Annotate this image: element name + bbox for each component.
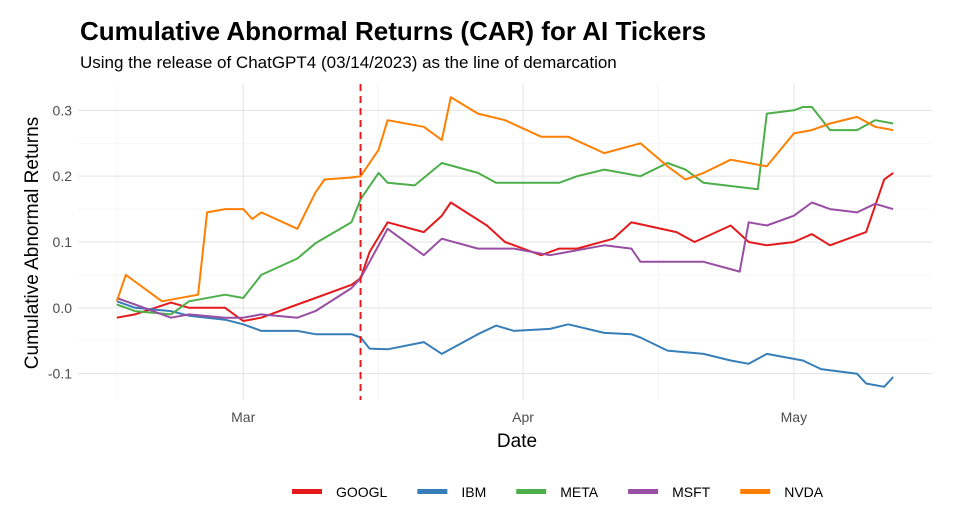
legend-label-meta: META <box>560 484 599 500</box>
series-line-msft <box>116 201 894 319</box>
x-tick-label: May <box>781 409 807 425</box>
y-tick-label: 0.1 <box>53 234 73 250</box>
legend: GOOGL IBM META MSFT NVDA <box>292 484 824 500</box>
legend-label-googl: GOOGL <box>336 484 388 500</box>
y-tick-label: 0.0 <box>53 300 73 316</box>
y-tick-label: -0.1 <box>48 366 72 382</box>
legend-label-ibm: IBM <box>461 484 486 500</box>
legend-key-msft <box>628 489 659 494</box>
x-tick-label: Apr <box>512 409 534 425</box>
x-axis-title: Date <box>497 431 537 452</box>
chart-title: Cumulative Abnormal Returns (CAR) for AI… <box>80 16 707 46</box>
legend-label-msft: MSFT <box>672 484 711 500</box>
series-line-googl <box>116 172 894 322</box>
series-line-meta <box>116 106 894 316</box>
x-tick-label: Mar <box>231 409 255 425</box>
legend-key-meta <box>516 489 547 494</box>
y-tick-label: 0.3 <box>53 102 73 118</box>
legend-key-nvda <box>740 489 771 494</box>
series-lines <box>115 96 894 388</box>
y-tick-labels: -0.1 0.0 0.1 0.2 0.3 <box>48 102 72 381</box>
series-line-ibm <box>116 300 894 388</box>
x-tick-labels: Mar Apr May <box>231 409 807 425</box>
legend-label-nvda: NVDA <box>784 484 824 500</box>
legend-key-ibm <box>417 489 448 494</box>
series-line-nvda <box>115 96 894 303</box>
chart-subtitle: Using the release of ChatGPT4 (03/14/202… <box>80 53 617 72</box>
legend-key-googl <box>292 489 322 494</box>
y-axis-title: Cumulative Abnormal Returns <box>22 117 43 369</box>
y-tick-label: 0.2 <box>53 168 73 184</box>
